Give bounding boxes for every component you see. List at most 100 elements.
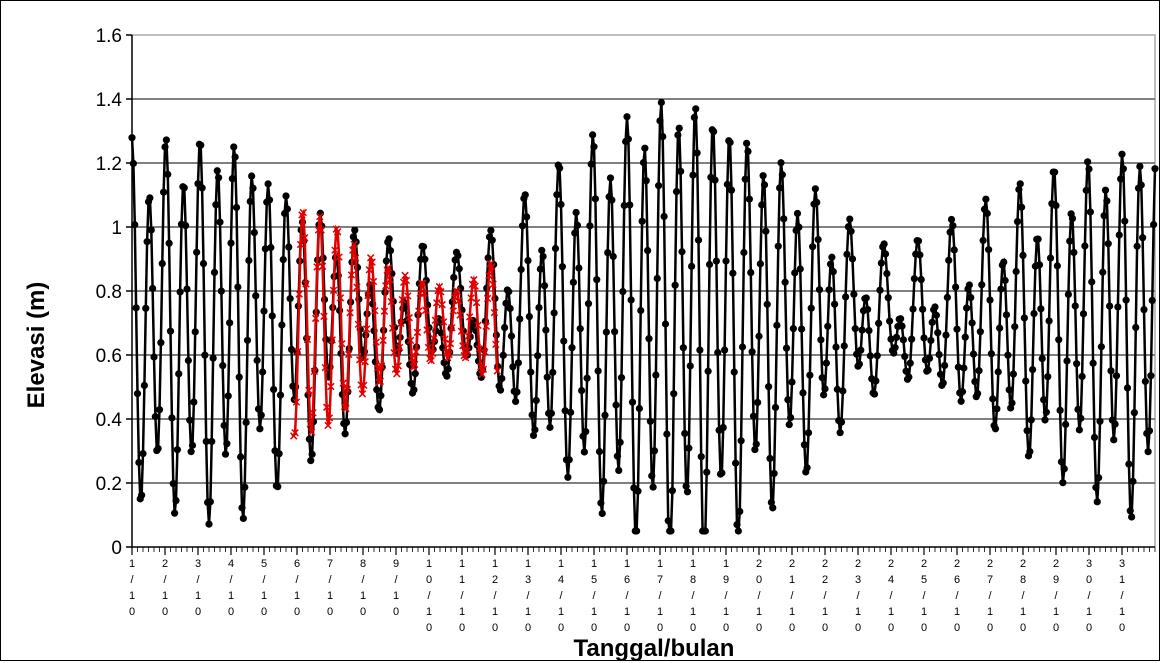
y-tick-label: 1.6 (96, 26, 122, 47)
data-point (490, 308, 499, 317)
data-point (595, 448, 604, 456)
data-point (380, 307, 389, 315)
data-point (1106, 302, 1114, 310)
data-point (780, 215, 788, 223)
data-point (317, 226, 325, 234)
data-point (586, 222, 594, 230)
data-point (902, 367, 910, 375)
data-point (435, 282, 444, 291)
data-point (1123, 384, 1132, 392)
data-point (1089, 359, 1097, 367)
data-point (1070, 248, 1078, 257)
data-point (420, 289, 429, 297)
data-point (221, 450, 230, 458)
y-tick-label: 1 (111, 218, 122, 239)
data-point (1004, 351, 1012, 359)
data-point (384, 264, 393, 272)
data-point (565, 456, 573, 464)
data-point (412, 348, 420, 356)
data-point (377, 362, 386, 370)
data-point (461, 353, 470, 362)
data-point (172, 496, 180, 505)
data-point (333, 228, 342, 236)
data-point (898, 322, 906, 330)
y-tick-label: 0.8 (96, 282, 122, 303)
data-point (969, 350, 978, 358)
data-point (246, 197, 254, 206)
data-point (536, 265, 544, 273)
data-point (1119, 165, 1127, 173)
data-point (472, 298, 481, 307)
data-point (677, 167, 685, 175)
data-point (202, 437, 210, 446)
data-point (316, 212, 324, 221)
data-point (1086, 208, 1094, 216)
data-point (518, 222, 527, 230)
data-point (421, 255, 429, 263)
data-point (987, 350, 995, 358)
data-point (857, 346, 865, 354)
data-point (726, 138, 734, 147)
data-point (215, 174, 223, 182)
data-point (132, 304, 140, 312)
data-point (616, 438, 624, 446)
data-point (528, 411, 536, 419)
data-point (674, 131, 682, 139)
x-tick-label: 2 8/1 0 (1020, 558, 1026, 634)
data-point (1057, 458, 1066, 466)
data-point (1093, 498, 1101, 506)
data-point (648, 472, 656, 480)
x-tick-label: 2 9/1 0 (1053, 558, 1059, 634)
data-point (795, 223, 803, 231)
data-point (226, 319, 234, 327)
data-point (169, 479, 177, 488)
data-point (1071, 302, 1079, 310)
data-point (254, 405, 263, 413)
data-point (862, 294, 870, 302)
data-point (166, 327, 175, 335)
data-point (417, 279, 426, 287)
data-point (590, 143, 598, 151)
data-point (945, 256, 953, 264)
data-point (634, 487, 642, 495)
data-point (496, 386, 505, 394)
data-point (756, 260, 764, 268)
data-point (1130, 409, 1138, 417)
data-point (1002, 311, 1011, 319)
data-point (1095, 474, 1103, 482)
data-point (846, 215, 854, 223)
data-point (173, 446, 181, 454)
data-point (712, 257, 720, 265)
data-point (483, 294, 492, 303)
data-point (806, 371, 814, 379)
data-point (424, 343, 433, 352)
data-point (584, 300, 593, 308)
data-point (516, 315, 524, 323)
data-point (943, 293, 951, 302)
data-point (228, 175, 236, 183)
data-point (928, 318, 936, 326)
data-point (302, 280, 310, 288)
data-point (1085, 165, 1093, 173)
data-point (328, 336, 336, 344)
data-point (299, 208, 308, 217)
data-point (575, 264, 583, 272)
data-point (996, 324, 1004, 332)
data-point (456, 311, 464, 319)
data-point (858, 326, 866, 334)
data-point (431, 316, 440, 325)
data-point (410, 360, 419, 369)
data-point (183, 285, 191, 293)
data-point (524, 256, 532, 265)
data-point (501, 323, 509, 332)
data-point (1035, 261, 1044, 269)
x-axis-title: Tanggal/bulan (574, 635, 735, 662)
x-tick-label: 1/1 0 (129, 558, 135, 618)
data-point (1078, 372, 1086, 381)
data-point (591, 195, 599, 203)
data-point (1059, 479, 1067, 487)
data-point (547, 409, 555, 417)
data-point (329, 286, 338, 295)
data-point (464, 332, 473, 340)
data-point (701, 527, 709, 535)
